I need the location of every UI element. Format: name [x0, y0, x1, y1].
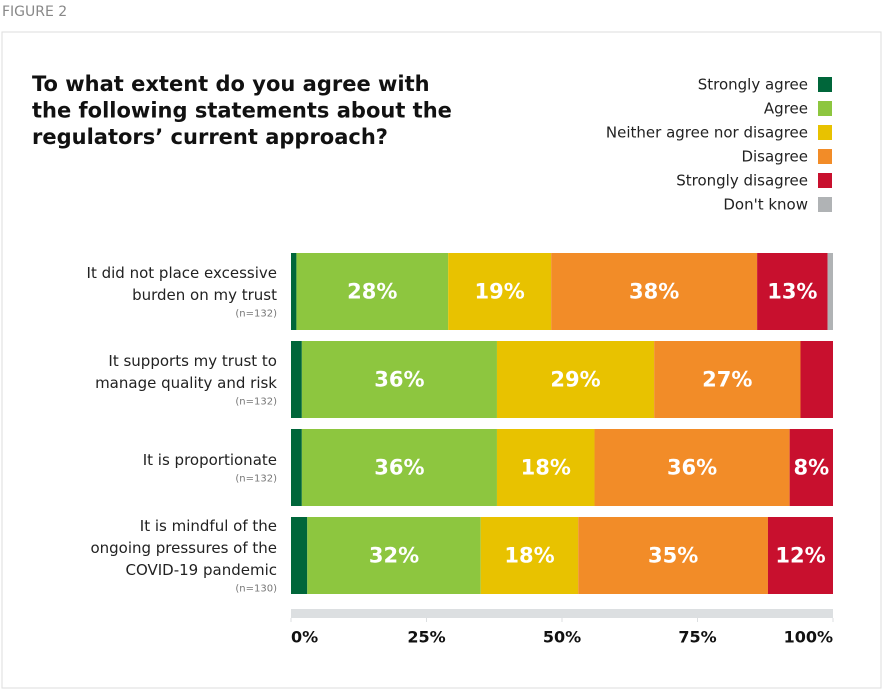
figure-label: FIGURE 2	[2, 4, 67, 20]
category-label: burden on my trust	[132, 286, 277, 304]
bar-segment	[291, 341, 302, 418]
chart-title: regulators’ current approach?	[32, 125, 388, 149]
bar-segment	[448, 253, 552, 330]
bar-segment	[301, 429, 497, 506]
legend-swatch	[818, 101, 832, 116]
category-note: (n=132)	[235, 397, 277, 408]
legend-label: Strongly disagree	[676, 172, 808, 190]
bar-segment	[291, 429, 302, 506]
category-note: (n=132)	[235, 309, 277, 320]
value-label: 19%	[475, 280, 525, 304]
x-tick-label: 0%	[291, 628, 318, 647]
value-label: 36%	[667, 456, 717, 480]
bar-segment	[296, 253, 449, 330]
bar-segment	[480, 517, 579, 594]
category-label: It is mindful of the	[140, 517, 277, 535]
bar-segment	[757, 253, 828, 330]
category-note: (n=132)	[235, 474, 277, 485]
value-label: 18%	[504, 544, 554, 568]
value-label: 38%	[629, 280, 679, 304]
x-tick-label: 50%	[543, 628, 581, 647]
bar-segment	[551, 253, 758, 330]
bar-segment	[654, 341, 801, 418]
legend-label: Disagree	[741, 148, 808, 166]
x-tick-label: 100%	[784, 628, 833, 647]
value-label: 36%	[374, 456, 424, 480]
legend-swatch	[818, 125, 832, 140]
bar-segment	[789, 429, 833, 506]
value-label: 36%	[374, 368, 424, 392]
value-label: 18%	[521, 456, 571, 480]
frame	[1, 31, 882, 689]
bar-segment	[767, 517, 833, 594]
legend-swatch	[818, 197, 832, 212]
category-label: COVID-19 pandemic	[125, 561, 277, 579]
bar-segment	[827, 253, 833, 330]
value-label: 12%	[775, 544, 825, 568]
category-label: manage quality and risk	[95, 374, 277, 392]
bar-segment	[578, 517, 768, 594]
value-label: 32%	[369, 544, 419, 568]
value-label: 8%	[793, 456, 829, 480]
value-label: 13%	[767, 280, 817, 304]
legend-swatch	[818, 149, 832, 164]
category-label: It supports my trust to	[108, 352, 277, 370]
category-label: It did not place excessive	[87, 264, 277, 282]
bar-segment	[496, 429, 595, 506]
x-tick-label: 25%	[407, 628, 445, 647]
chart-title: To what extent do you agree with	[32, 72, 430, 96]
bar-segment	[291, 253, 297, 330]
bar-segment	[800, 341, 833, 418]
category-label: It is proportionate	[143, 451, 277, 469]
legend-label: Neither agree nor disagree	[606, 124, 808, 142]
legend-label: Strongly agree	[698, 76, 808, 94]
legend-label: Don't know	[723, 196, 808, 214]
category-note: (n=130)	[235, 584, 277, 595]
value-label: 28%	[347, 280, 397, 304]
value-label: 29%	[550, 368, 600, 392]
bar-segment	[307, 517, 481, 594]
legend-label: Agree	[764, 100, 808, 118]
axis-band	[291, 609, 833, 618]
legend-swatch	[818, 77, 832, 92]
value-label: 27%	[702, 368, 752, 392]
bar-segment	[496, 341, 655, 418]
legend-swatch	[818, 173, 832, 188]
chart-title: the following statements about the	[32, 99, 452, 123]
bar-segment	[301, 341, 497, 418]
bar-segment	[291, 517, 308, 594]
bar-segment	[594, 429, 790, 506]
category-label: ongoing pressures of the	[90, 539, 277, 557]
x-tick-label: 75%	[678, 628, 716, 647]
value-label: 35%	[648, 544, 698, 568]
